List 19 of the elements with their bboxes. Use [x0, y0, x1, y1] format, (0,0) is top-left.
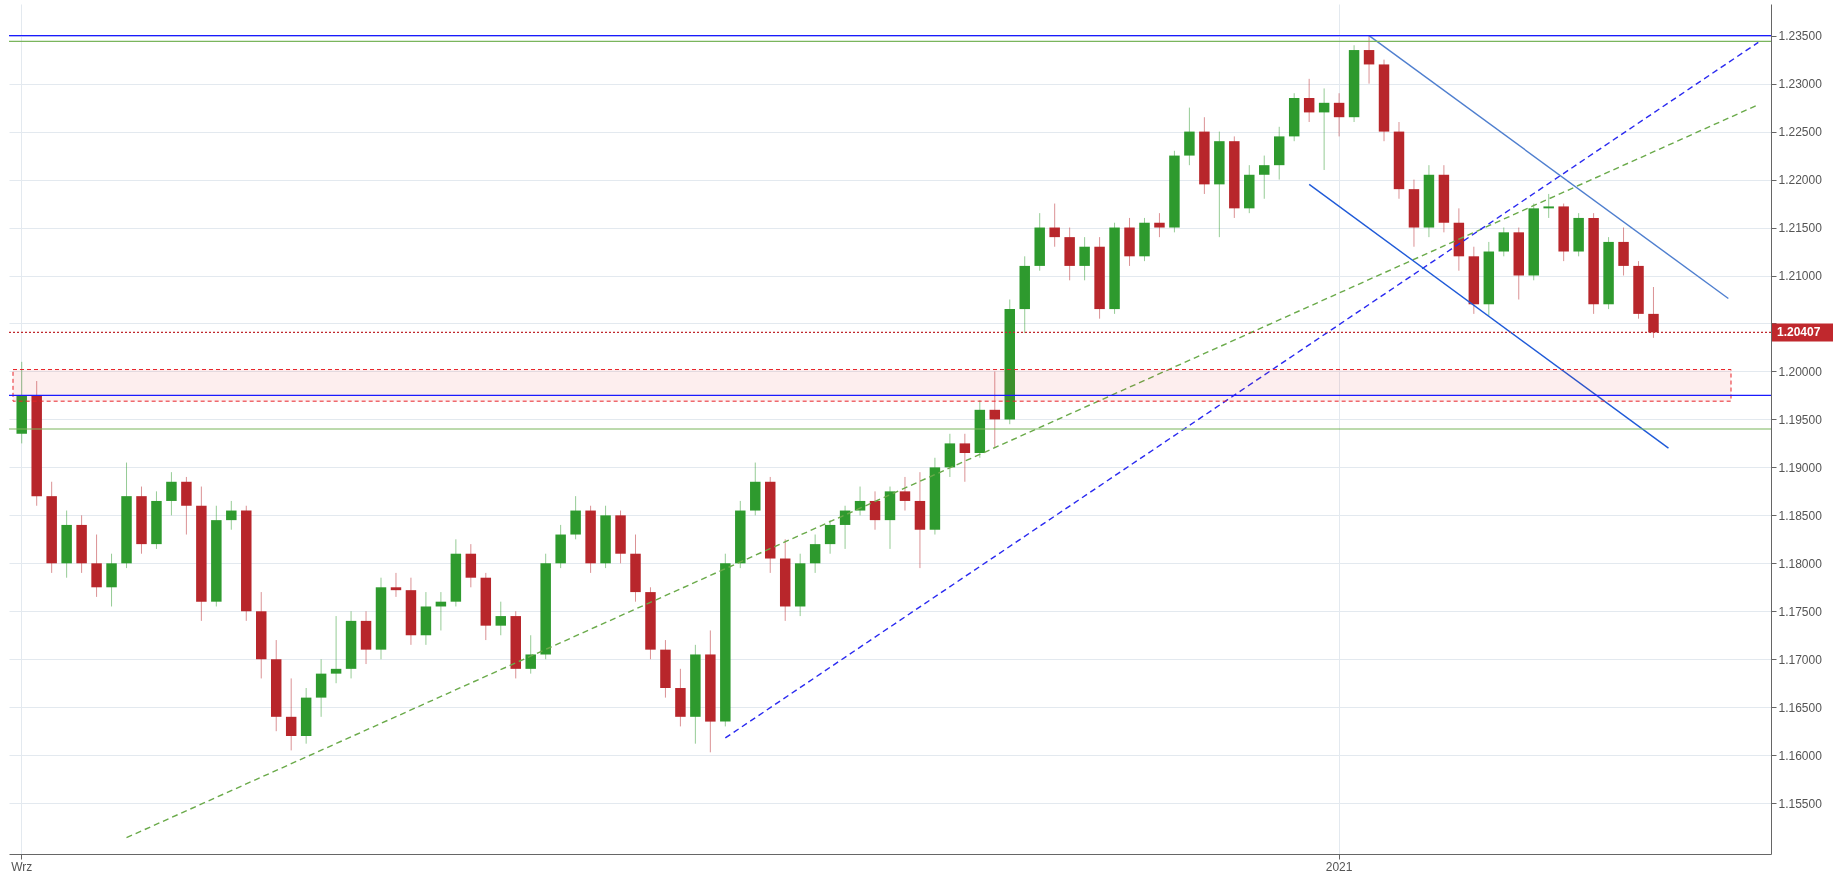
y-tick-label: 1.22000 — [1778, 173, 1823, 188]
ref-line-label: 1.20407 — [1777, 325, 1821, 340]
y-tick-label: 1.23500 — [1778, 29, 1823, 44]
y-tick-label: 1.20000 — [1778, 364, 1823, 379]
y-tick-label: 1.19500 — [1778, 412, 1823, 427]
y-tick-label: 1.15500 — [1778, 796, 1823, 811]
x-tick-label: Wrz — [11, 859, 33, 874]
y-tick-label: 1.18500 — [1778, 508, 1823, 523]
y-tick-label: 1.18000 — [1778, 556, 1823, 571]
y-tick-label: 1.17000 — [1778, 652, 1823, 667]
y-tick-label: 1.19000 — [1778, 460, 1823, 475]
y-tick-label: 1.22500 — [1778, 125, 1823, 140]
x-tick-label: 2021 — [1325, 859, 1353, 874]
y-tick-label: 1.21000 — [1778, 269, 1823, 283]
y-tick-label: 1.17500 — [1778, 604, 1823, 619]
y-tick-label: 1.16000 — [1778, 748, 1823, 763]
y-tick-label: 1.21500 — [1778, 221, 1823, 236]
y-tick-label: 1.23000 — [1778, 77, 1823, 92]
y-tick-label: 1.16500 — [1778, 700, 1823, 715]
